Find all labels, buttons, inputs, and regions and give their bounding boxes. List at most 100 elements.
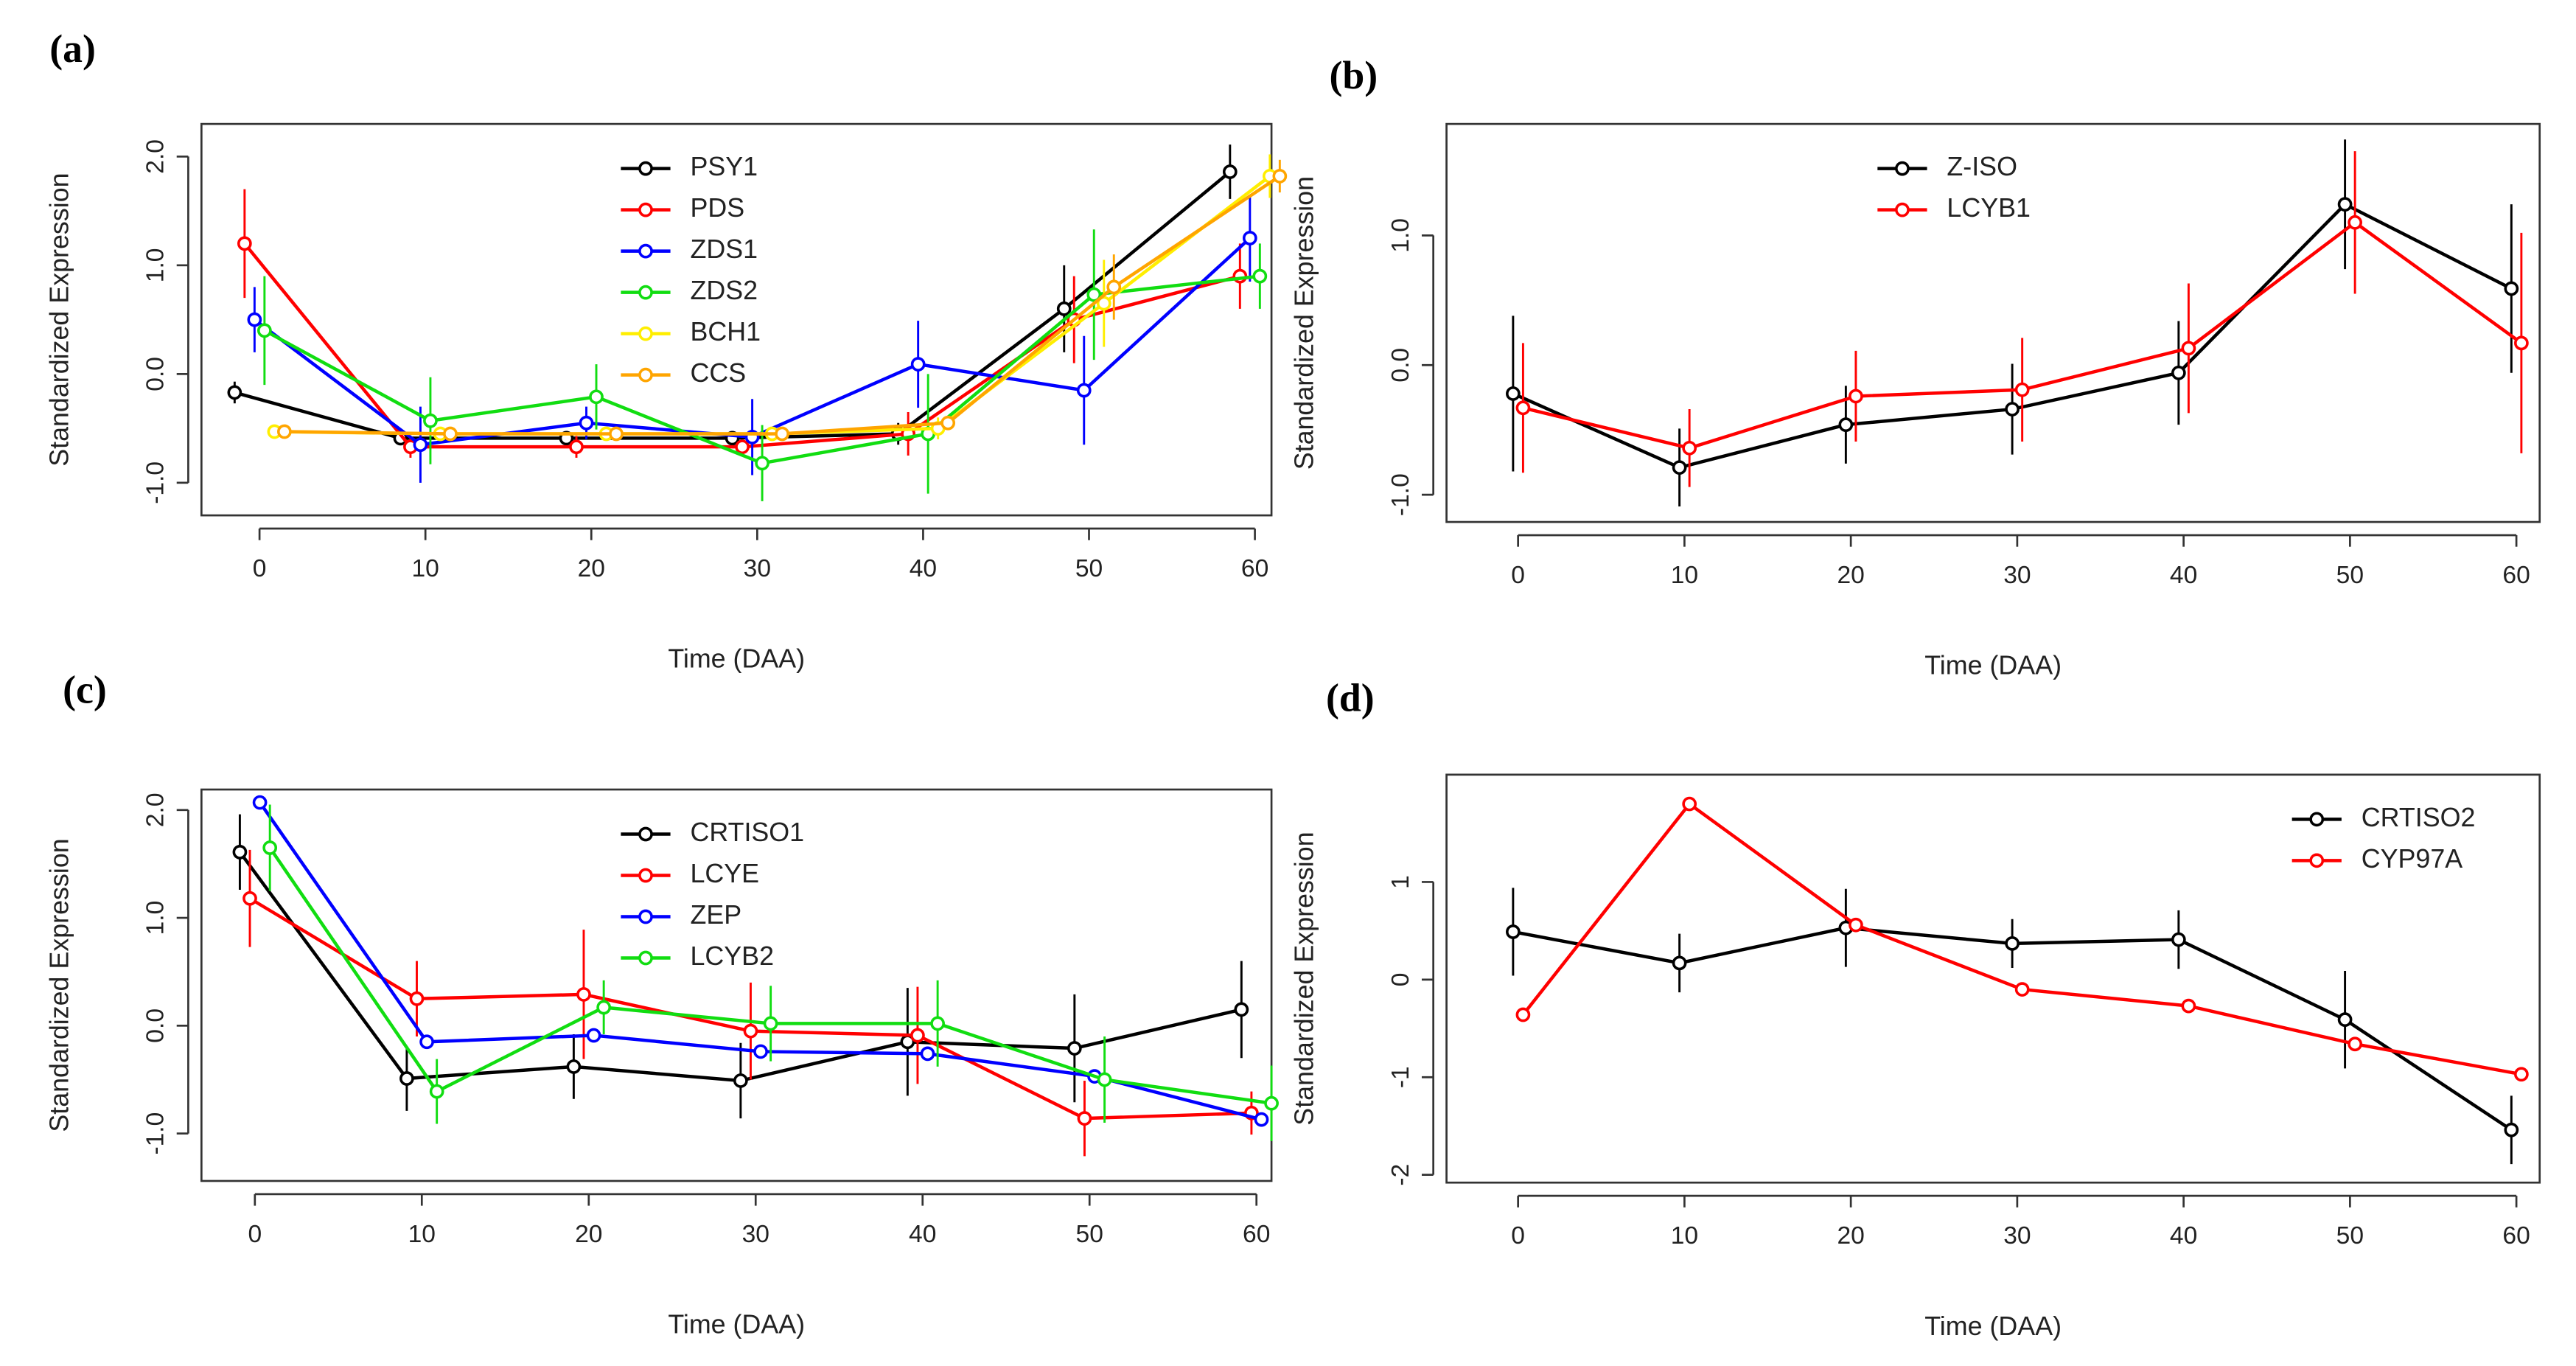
legend-label: LCYB1 [1947, 193, 2031, 223]
data-point [419, 1034, 434, 1050]
data-point [247, 312, 262, 327]
data-point [1234, 1002, 1249, 1017]
legend-label: ZDS1 [690, 234, 758, 264]
data-point [423, 413, 438, 428]
data-point [2171, 365, 2186, 380]
data-point [596, 1000, 612, 1015]
legend-marker [2309, 853, 2325, 868]
data-point [755, 456, 769, 471]
x-tick-label: 30 [742, 1221, 769, 1248]
legend-label: LCYB2 [690, 941, 774, 971]
data-point [242, 891, 257, 906]
data-point [1097, 1072, 1112, 1087]
x-tick-label: 20 [1837, 1222, 1864, 1250]
data-point [2348, 215, 2362, 230]
x-tick-label: 50 [2336, 1222, 2364, 1250]
series-line [268, 846, 1272, 1105]
x-tick-label: 0 [1511, 562, 1525, 589]
plot-frame [200, 122, 1273, 517]
data-point [443, 426, 458, 442]
data-point [1264, 1095, 1279, 1111]
data-point [2504, 281, 2519, 296]
x-tick-label: 30 [2003, 1222, 2031, 1250]
x-tick-label: 50 [1076, 1221, 1103, 1248]
y-tick-label: 1.0 [142, 901, 170, 935]
data-point [579, 415, 594, 431]
x-tick-label: 60 [1241, 555, 1268, 582]
data-point [735, 439, 750, 455]
data-point [920, 1046, 935, 1062]
data-point [1106, 279, 1122, 295]
data-point [753, 1044, 768, 1059]
legend-label: ZEP [690, 900, 741, 930]
x-tick-label: 20 [575, 1221, 602, 1248]
data-point [1838, 417, 1854, 433]
panel-label: (b) [1330, 53, 1378, 97]
x-tick-label: 40 [2170, 1222, 2197, 1250]
data-point [409, 991, 425, 1006]
data-point [1672, 955, 1687, 971]
y-tick-label: -1.0 [142, 1112, 170, 1155]
data-point [1272, 169, 1288, 184]
data-point [775, 426, 789, 442]
data-point [1067, 1041, 1082, 1056]
legend-marker [638, 202, 653, 217]
legend-label: Z-ISO [1947, 152, 2017, 181]
data-point [2181, 341, 2196, 356]
panel: (c) -1.0 0.0 1.0 2.0 0 10 20 30 40 50 60 Standardize… [44, 667, 1279, 1339]
legend-marker [638, 285, 653, 300]
data-point [1849, 917, 1863, 933]
data-point [1515, 1007, 1531, 1022]
legend-label: CRTISO2 [2362, 803, 2476, 832]
data-point [1056, 302, 1072, 316]
data-point [1672, 460, 1687, 475]
data-point [2514, 335, 2529, 351]
data-point [609, 426, 624, 442]
x-tick-label: 20 [578, 555, 605, 582]
panel: (a) -1.0 0.0 1.0 2.0 0 10 20 30 40 50 60 Standardize… [44, 27, 1288, 674]
data-point [2005, 402, 2020, 417]
data-point [1506, 386, 1521, 401]
data-point [237, 236, 252, 251]
series-line [274, 175, 1271, 436]
data-point [576, 987, 591, 1002]
data-point [1682, 796, 1697, 812]
x-tick-label: 10 [408, 1221, 436, 1248]
data-point [586, 1028, 601, 1043]
x-tick-label: 10 [1671, 562, 1698, 589]
x-tick-label: 30 [744, 555, 771, 582]
x-tick-label: 10 [411, 555, 439, 582]
x-axis-label: Time (DAA) [668, 1310, 805, 1339]
plot-frame [1445, 122, 2541, 523]
data-point [1515, 400, 1531, 416]
data-point [733, 1073, 748, 1088]
data-point [256, 323, 272, 338]
y-tick-label: -1.0 [1387, 473, 1414, 516]
x-tick-label: 40 [910, 555, 937, 582]
legend-label: CYP97A [2362, 844, 2463, 874]
legend-marker [638, 326, 653, 341]
data-point [743, 1023, 758, 1039]
legend-marker [638, 826, 653, 842]
y-tick-label: 2.0 [142, 792, 170, 827]
data-point [2337, 197, 2353, 212]
x-axis-label: Time (DAA) [1924, 651, 2062, 680]
x-tick-label: 40 [2170, 562, 2197, 589]
legend-marker [1895, 161, 1910, 176]
legend-marker [2309, 812, 2325, 827]
data-point [227, 385, 242, 400]
data-point [1242, 231, 1257, 245]
data-point [2181, 998, 2196, 1014]
data-point [930, 1016, 945, 1031]
data-point [1077, 1111, 1092, 1126]
data-point [1096, 296, 1111, 311]
panel-label: (a) [49, 27, 96, 71]
data-point [252, 795, 268, 810]
legend-label: PSY1 [690, 152, 758, 181]
data-point [910, 357, 926, 372]
legend-marker [638, 950, 653, 966]
x-tick-label: 10 [1671, 1222, 1698, 1250]
data-point [277, 424, 292, 439]
